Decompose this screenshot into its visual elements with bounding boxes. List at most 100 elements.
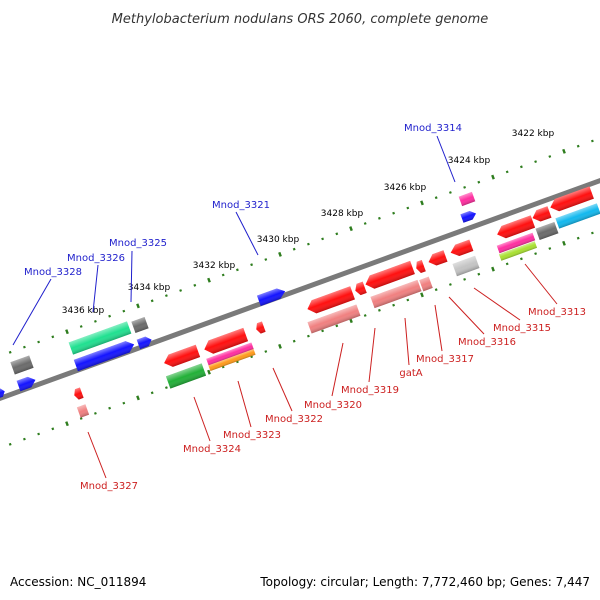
gene-edge-arrow [0, 388, 5, 399]
minor-tick [548, 155, 552, 158]
minor-tick [306, 334, 310, 338]
leader-line [272, 367, 293, 412]
gene-mnod-3315-grey [535, 221, 559, 241]
minor-tick [576, 144, 580, 148]
gene-mnod-3327-pale [76, 404, 90, 418]
minor-tick [235, 268, 239, 272]
scale-label: 3430 kbp [257, 235, 300, 245]
minor-tick [335, 232, 339, 236]
minor-tick [51, 335, 55, 339]
gene-mnod-3319-arrow [365, 260, 415, 289]
gene-callout: Mnod_3317 [416, 304, 474, 365]
minor-tick [576, 236, 580, 240]
minor-tick [79, 325, 83, 328]
minor-tick [406, 206, 410, 210]
gene-callout: Mnod_3321 [212, 200, 270, 256]
major-tick [136, 303, 140, 309]
major-tick [65, 329, 69, 335]
gene-label: Mnod_3321 [212, 200, 270, 211]
major-tick [349, 226, 353, 232]
gene-label: Mnod_3315 [493, 323, 551, 334]
major-tick [136, 395, 140, 401]
minor-tick [179, 289, 183, 292]
minor-tick [150, 391, 154, 395]
minor-tick [392, 303, 396, 307]
gene-label: Mnod_3319 [341, 385, 399, 396]
accession-text: Accession: NC_011894 [10, 575, 146, 589]
scale-label: 3422 kbp [512, 129, 555, 139]
minor-tick [590, 231, 594, 235]
gene-label: Mnod_3322 [265, 414, 323, 425]
gene-mnod-3325-block [131, 316, 149, 334]
gene-callouts: Mnod_3314 Mnod_3321 Mnod_3325 Mnod_3326 Mnod… [12, 123, 586, 492]
gene-gatA-small [416, 259, 426, 274]
major-tick [207, 277, 211, 283]
minor-tick [122, 401, 126, 405]
minor-tick [434, 196, 438, 200]
gene-mnod-3326-arrow [73, 341, 135, 372]
gene-label: gatA [399, 368, 422, 379]
leader-line [473, 287, 521, 321]
minor-tick [477, 180, 481, 184]
gene-label: Mnod_3324 [183, 444, 241, 455]
gene-callout: Mnod_3327 [80, 431, 138, 492]
minor-tick [321, 237, 325, 241]
gene-label: Mnod_3328 [24, 267, 82, 278]
gene-mnod-3325-arrow [136, 336, 152, 350]
gene-mnod-3320-small [355, 281, 367, 296]
gene-mnod-3316-arrow [497, 215, 536, 239]
minor-tick [79, 417, 83, 420]
map-title: Methylobacterium nodulans ORS 2060, comp… [112, 12, 489, 27]
leader-line [12, 278, 52, 346]
leader-line [193, 396, 211, 442]
minor-tick [164, 294, 168, 298]
minor-tick [93, 411, 97, 415]
gene-callout: Mnod_3313 [524, 263, 586, 318]
gene-features [0, 186, 600, 418]
gene-mnod-3317-grey [452, 255, 480, 277]
minor-tick [477, 272, 481, 276]
leader-line [92, 264, 99, 313]
minor-tick [221, 273, 225, 277]
gene-label: Mnod_3325 [109, 238, 167, 249]
minor-tick [534, 252, 538, 256]
gene-mnod-3314-arrow [460, 211, 477, 223]
scale-labels: 3422 kbp 3424 kbp 3426 kbp 3428 kbp 3430 kbp… [62, 129, 555, 316]
major-tick [562, 240, 566, 246]
gene-mnod-3323-pink [206, 342, 254, 366]
gene-label: Mnod_3326 [67, 253, 125, 264]
leader-line [434, 304, 443, 352]
minor-tick [22, 437, 26, 441]
gene-callout: Mnod_3322 [265, 367, 323, 425]
major-tick [278, 251, 282, 257]
gene-callout: Mnod_3315 [473, 287, 551, 334]
gene-mnod-3314-block [458, 191, 476, 207]
minor-tick [363, 222, 367, 225]
genome-backbone [0, 177, 600, 402]
minor-tick [51, 427, 55, 431]
gene-mnod-3321-arrow [256, 288, 286, 306]
leader-line [368, 327, 376, 383]
minor-tick [108, 406, 112, 410]
gene-mnod-3324-arrow [164, 344, 201, 367]
minor-tick [250, 263, 254, 267]
gene-callout: Mnod_3319 [341, 327, 399, 396]
gene-mnod-3328-block [10, 355, 34, 375]
major-tick [420, 200, 424, 206]
minor-tick [193, 283, 197, 287]
minor-tick [590, 139, 594, 143]
minor-tick [448, 283, 452, 286]
leader-line [404, 317, 410, 366]
minor-tick [363, 314, 367, 317]
gene-callout: Mnod_3323 [223, 380, 281, 441]
gene-mnod-3316-pink [496, 232, 536, 254]
minor-tick [505, 170, 509, 174]
gene-label: Mnod_3323 [223, 430, 281, 441]
minor-tick [306, 242, 310, 246]
leader-line [436, 135, 456, 183]
minor-tick [377, 216, 381, 220]
gene-callout: gatA [399, 317, 423, 379]
gene-gatA-arrow [428, 250, 448, 266]
leader-line [235, 211, 259, 256]
scale-label: 3426 kbp [384, 183, 427, 193]
